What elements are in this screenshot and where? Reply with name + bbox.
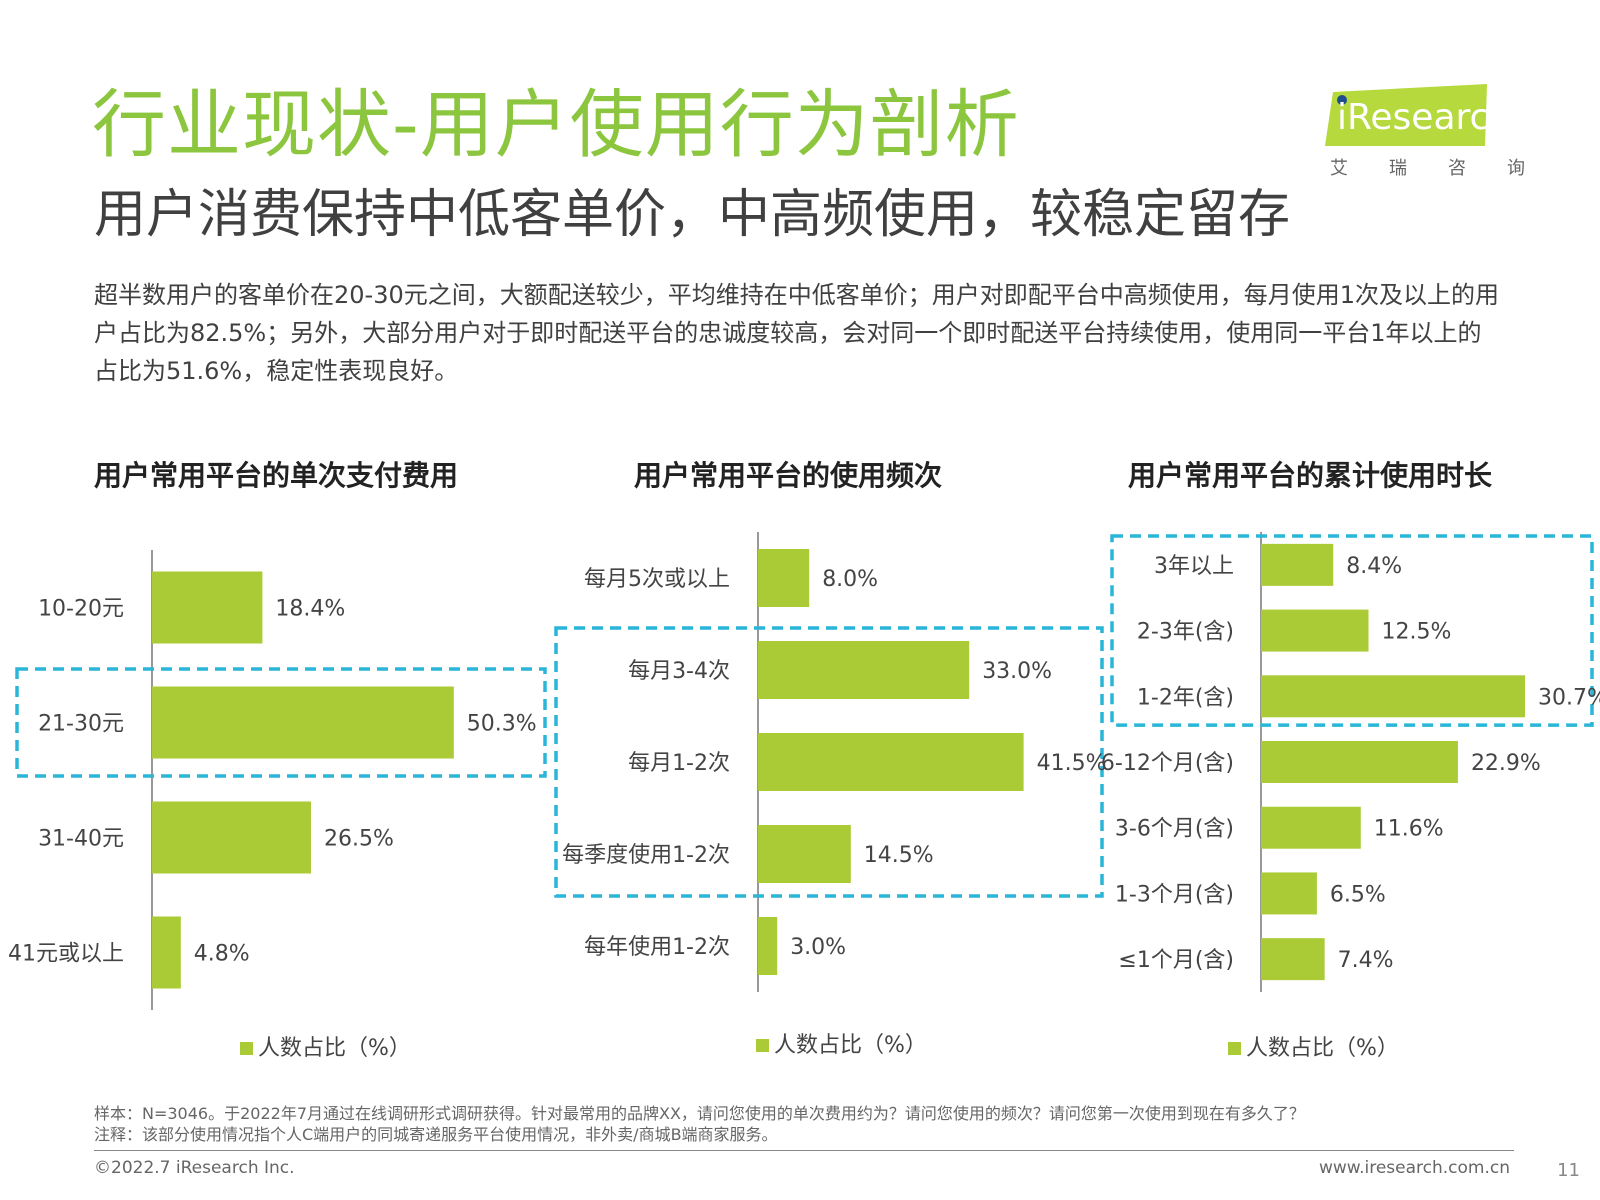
chart-3-value-label: 8.4% (1346, 554, 1402, 579)
chart-1-legend-swatch (240, 1042, 253, 1055)
chart-3-title: 用户常用平台的累计使用时长 (1128, 459, 1493, 492)
chart-3-value-label: 12.5% (1382, 620, 1452, 645)
logo-chinese-name: 艾 瑞 咨 询 (1330, 154, 1525, 180)
chart-3-category-label: 3年以上 (1154, 554, 1234, 579)
page-title: 行业现状-用户使用行为剖析 (92, 82, 1020, 168)
chart-3-value-label: 30.7% (1538, 685, 1600, 710)
chart-2-value-label: 41.5% (1037, 751, 1107, 776)
chart-2-category-label: 每月3-4次 (628, 659, 730, 684)
logo-char: 瑞 (1389, 158, 1407, 179)
chart-1-value-label: 18.4% (275, 597, 345, 622)
chart-2-category-label: 每月5次或以上 (584, 567, 730, 592)
chart-3-value-label: 11.6% (1374, 817, 1444, 842)
chart-3-value-label: 22.9% (1471, 751, 1541, 776)
logo-char: 艾 (1330, 158, 1348, 179)
chart-3-category-label: 2-3年(含) (1137, 620, 1234, 645)
copyright: ©2022.7 iResearch Inc. (94, 1158, 295, 1178)
chart-2-value-label: 3.0% (790, 935, 846, 960)
chart-3-category-label: ≤1个月(含) (1118, 948, 1234, 973)
chart-1-legend-label: 人数占比（%） (258, 1036, 411, 1061)
chart-2-bar (758, 825, 851, 883)
logo-wordmark: iResearch (1337, 97, 1512, 138)
chart-1-bar (152, 686, 454, 759)
chart-2-legend-swatch (756, 1039, 769, 1052)
chart-1-title: 用户常用平台的单次支付费用 (94, 459, 459, 492)
chart-1-bar (152, 801, 311, 874)
chart-3-bar (1261, 741, 1458, 783)
chart-2-value-label: 8.0% (822, 567, 878, 592)
logo-char: 咨 (1448, 158, 1466, 179)
chart-3-value-label: 6.5% (1330, 882, 1386, 907)
chart-2-highlight-box (554, 626, 1104, 898)
footer-divider (94, 1150, 1514, 1151)
chart-1-value-label: 50.3% (467, 712, 537, 737)
chart-2-bar (758, 549, 810, 607)
chart-2-legend-label: 人数占比（%） (774, 1033, 927, 1058)
website-link[interactable]: www.iresearch.com.cn (1318, 1158, 1510, 1178)
chart-3-highlight-box (1110, 534, 1594, 727)
chart-3-category-label: 1-2年(含) (1137, 685, 1234, 710)
chart-1-category-label: 21-30元 (38, 712, 124, 737)
chart-3-category-label: 1-3个月(含) (1115, 882, 1234, 907)
chart-1-category-label: 31-40元 (38, 827, 124, 852)
charts-canvas: 10-20元 18.4% 21-30元 50.3% 31-40元 26.5% 41元或以上 4… (8, 532, 1600, 1061)
summary-paragraph: 超半数用户的客单价在20-30元之间，大额配送较少，平均维持在中低客单价；用户对… (94, 281, 1500, 385)
chart-3-bar (1261, 609, 1369, 652)
chart-2-bar (758, 917, 778, 975)
chart-2-category-label: 每季度使用1-2次 (562, 843, 730, 868)
chart-2-category-label: 每年使用1-2次 (584, 935, 730, 960)
chart-1-bar (152, 916, 181, 989)
chart-3-value-label: 7.4% (1338, 948, 1394, 973)
iresearch-logo: iResearch 艾 瑞 咨 询 (1325, 84, 1525, 184)
chart-2-value-label: 14.5% (864, 843, 934, 868)
chart-3-legend-label: 人数占比（%） (1246, 1036, 1399, 1061)
chart-1-value-label: 4.8% (194, 942, 250, 967)
chart-1-highlight-box (15, 667, 547, 778)
chart-1-category-label: 10-20元 (38, 597, 124, 622)
logo-char: 询 (1507, 158, 1525, 179)
chart-1-value-label: 26.5% (324, 827, 394, 852)
chart-3-bar (1261, 806, 1361, 849)
footnote: 样本：N=3046。于2022年7月通过在线调研形式调研获得。针对最常用的品牌X… (94, 1103, 1514, 1145)
chart-3-bar (1261, 938, 1325, 981)
chart-2-value-label: 33.0% (982, 659, 1052, 684)
chart-3-bar (1261, 872, 1317, 915)
chart-3-bar (1261, 543, 1334, 586)
page-subtitle: 用户消费保持中低客单价，中高频使用，较稳定留存 (94, 185, 1291, 245)
chart-1-category-label: 41元或以上 (8, 942, 124, 967)
logo-banner: iResearch (1325, 84, 1512, 146)
comment-note: 注释：该部分使用情况指个人C端用户的同城寄递服务平台使用情况，非外卖/商城B端商… (94, 1125, 778, 1144)
chart-3-bar (1261, 675, 1526, 718)
chart-2-bar (758, 733, 1024, 791)
page-number: 11 (1557, 1160, 1580, 1181)
chart-2-title: 用户常用平台的使用频次 (634, 459, 943, 492)
chart-3-legend-swatch (1228, 1042, 1241, 1055)
chart-2-category-label: 每月1-2次 (628, 751, 730, 776)
chart-1-bar (152, 571, 263, 644)
sample-note: 样本：N=3046。于2022年7月通过在线调研形式调研获得。针对最常用的品牌X… (94, 1104, 1305, 1123)
chart-3-category-label: 3-6个月(含) (1115, 817, 1234, 842)
chart-2-bar (758, 641, 970, 699)
chart-3-category-label: 6-12个月(含) (1101, 751, 1234, 776)
